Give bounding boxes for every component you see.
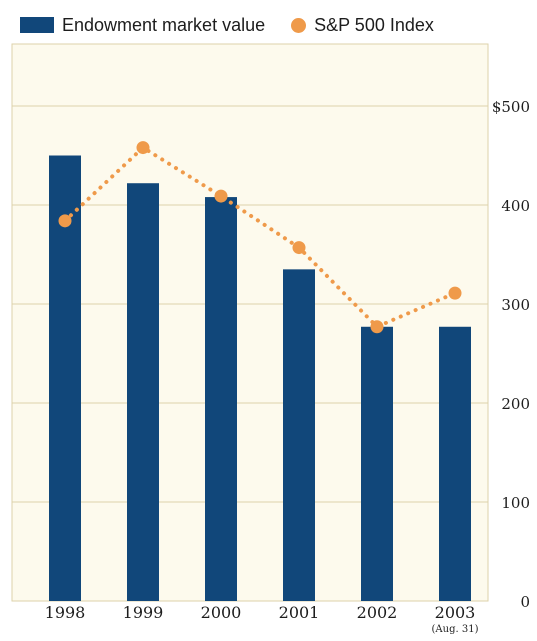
sp500-point-2002 bbox=[370, 320, 384, 334]
legend-label-sp500: S&P 500 Index bbox=[314, 14, 434, 35]
bar-series bbox=[49, 155, 471, 601]
y-axis-tick-labels: 0 100 200 300 400 $500 bbox=[492, 98, 530, 611]
sp500-point-1999 bbox=[136, 141, 150, 155]
sp500-point-2000 bbox=[214, 189, 228, 203]
gridlines bbox=[12, 105, 488, 503]
x-tick-note: (Aug. 31) bbox=[432, 624, 479, 635]
bar-1998 bbox=[49, 155, 81, 601]
y-tick-label: $500 bbox=[492, 98, 530, 116]
legend-swatch-endowment bbox=[20, 17, 54, 33]
bar-2003 bbox=[439, 326, 471, 601]
sp500-point-1998 bbox=[58, 214, 72, 228]
bar-2002 bbox=[361, 326, 393, 601]
x-tick-label: 2002 bbox=[357, 603, 398, 622]
sp500-point-2003 bbox=[448, 286, 462, 300]
x-tick-label: 2001 bbox=[279, 603, 320, 622]
bar-2000 bbox=[205, 197, 237, 601]
legend-label-endowment: Endowment market value bbox=[62, 14, 266, 35]
legend-swatch-sp500 bbox=[291, 17, 307, 33]
chart-legend: Endowment market value S&P 500 Index bbox=[20, 12, 434, 38]
x-tick-label: 2003 bbox=[435, 603, 476, 622]
y-tick-label: 100 bbox=[501, 494, 530, 512]
y-tick-label: 0 bbox=[520, 593, 530, 611]
bar-1999 bbox=[127, 183, 159, 601]
y-tick-label: 400 bbox=[501, 197, 530, 215]
y-tick-label: 300 bbox=[501, 296, 530, 314]
y-tick-label: 200 bbox=[501, 395, 530, 413]
x-axis-tick-labels: 1998 1999 2000 2001 2002 2003 (Aug. 31) bbox=[45, 603, 479, 635]
bar-2001 bbox=[283, 269, 315, 601]
sp500-line bbox=[63, 145, 457, 330]
x-tick-label: 2000 bbox=[201, 603, 242, 622]
x-tick-label: 1999 bbox=[123, 603, 164, 622]
sp500-point-2001 bbox=[292, 241, 306, 255]
x-tick-label: 1998 bbox=[45, 603, 86, 622]
plot-background bbox=[11, 43, 489, 602]
sp500-series bbox=[58, 141, 462, 334]
